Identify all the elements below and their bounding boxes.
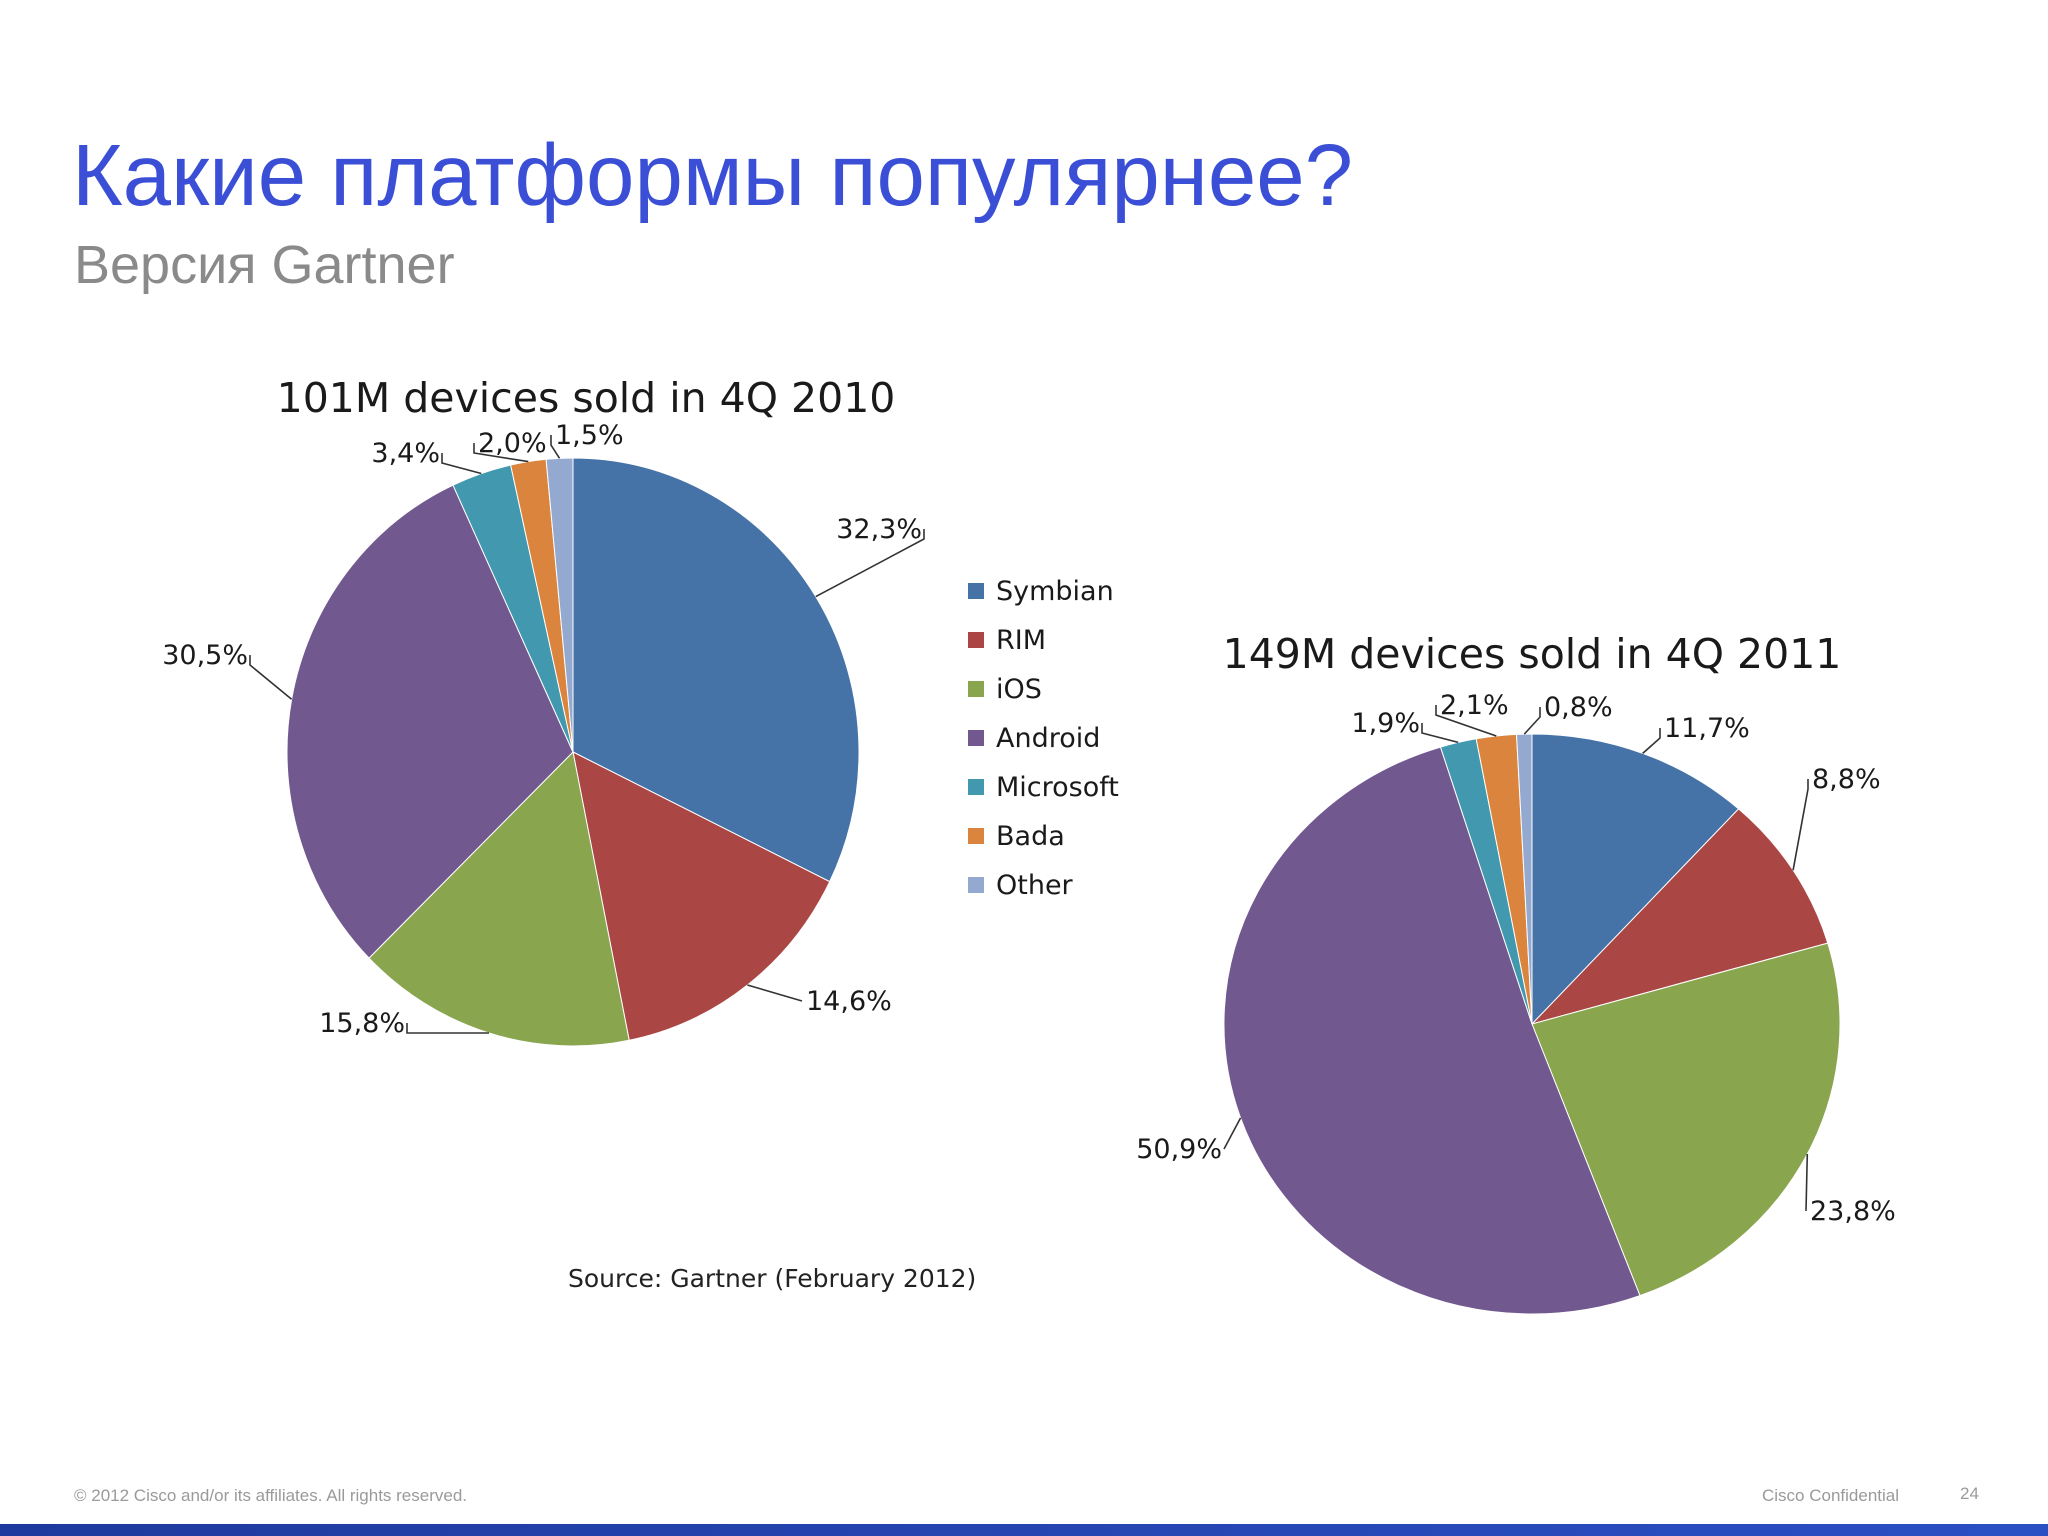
slice-ios-2010 <box>368 750 630 1047</box>
leader-symbian-2011 <box>1642 728 1661 754</box>
chart-legend: Symbian RIM iOS Android Microsoft Bada Other <box>968 576 1119 901</box>
legend-swatch-other <box>968 877 984 893</box>
legend-label-bada: Bada <box>996 821 1065 852</box>
leader-symbian-2010 <box>815 529 925 598</box>
legend-swatch-android <box>968 730 984 746</box>
label-other-2010: 1,5% <box>555 420 624 451</box>
leader-ios-2011 <box>1805 1153 1809 1212</box>
chart-title-2011: 149M devices sold in 4Q 2011 <box>1223 630 1842 678</box>
leader-rim-2011 <box>1792 779 1809 871</box>
leader-other-2011 <box>1523 707 1541 735</box>
footer-confidential: Cisco Confidential <box>1762 1486 1900 1505</box>
leader-bada-2010 <box>473 443 529 463</box>
leader-rim-2010 <box>747 984 803 1002</box>
leader-android-2010 <box>249 655 293 700</box>
legend-swatch-microsoft <box>968 779 984 795</box>
label-bada-2011: 2,1% <box>1440 690 1509 721</box>
legend-label-rim: RIM <box>996 625 1046 656</box>
legend-swatch-symbian <box>968 583 984 599</box>
label-bada-2010: 2,0% <box>478 428 547 459</box>
legend-swatch-ios <box>968 681 984 697</box>
source-note: Source: Gartner (February 2012) <box>568 1264 977 1293</box>
legend-label-microsoft: Microsoft <box>996 772 1119 803</box>
label-android-2010: 30,5% <box>162 640 248 671</box>
leader-ios-2010 <box>406 1023 489 1034</box>
legend-label-symbian: Symbian <box>996 576 1114 607</box>
pie-chart-2010: 101M devices sold in 4Q 2010 32,3% 14,6% 1… <box>162 374 925 1047</box>
label-android-2011: 50,9% <box>1136 1134 1222 1165</box>
slide-subtitle: Версия Gartner <box>74 235 455 295</box>
leader-microsoft-2011 <box>1421 723 1459 744</box>
slice-android-2010 <box>286 484 574 959</box>
leader-other-2010 <box>550 435 561 459</box>
footer-bar <box>0 1524 2048 1536</box>
chart-title-2010: 101M devices sold in 4Q 2010 <box>277 374 896 422</box>
slice-other-2010 <box>545 457 574 753</box>
footer-copyright: © 2012 Cisco and/or its affiliates. All … <box>74 1486 468 1505</box>
legend-swatch-bada <box>968 828 984 844</box>
slide-title: Какие платформы популярнее? <box>72 127 1353 224</box>
legend-label-other: Other <box>996 870 1074 901</box>
slice-rim-2010 <box>572 751 831 1041</box>
label-ios-2011: 23,8% <box>1810 1196 1896 1227</box>
leader-microsoft-2010 <box>441 453 482 475</box>
label-microsoft-2011: 1,9% <box>1351 708 1420 739</box>
label-symbian-2011: 11,7% <box>1664 713 1750 744</box>
legend-swatch-rim <box>968 632 984 648</box>
label-symbian-2010: 32,3% <box>836 514 922 545</box>
leader-android-2011 <box>1223 1117 1242 1150</box>
page-number: 24 <box>1960 1484 1979 1503</box>
pie-chart-2011: 149M devices sold in 4Q 2011 11,7% 8,8% 23… <box>1136 630 1896 1315</box>
legend-label-android: Android <box>996 723 1100 754</box>
label-microsoft-2010: 3,4% <box>371 438 440 469</box>
leader-bada-2011 <box>1435 705 1497 737</box>
label-rim-2010: 14,6% <box>806 986 892 1017</box>
legend-label-ios: iOS <box>996 674 1042 705</box>
label-rim-2011: 8,8% <box>1812 764 1881 795</box>
slice-other-2011 <box>1515 733 1533 1025</box>
label-other-2011: 0,8% <box>1544 692 1613 723</box>
slice-symbian-2010 <box>572 457 860 883</box>
label-ios-2010: 15,8% <box>319 1008 405 1039</box>
